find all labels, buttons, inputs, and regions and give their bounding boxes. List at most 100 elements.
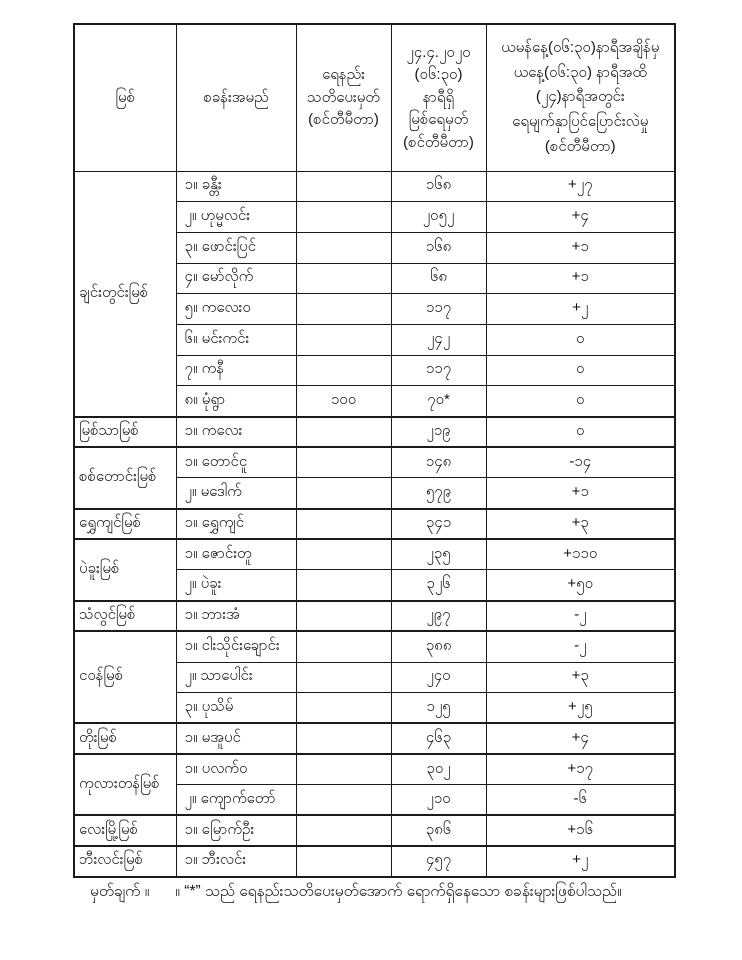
warning-mark-cell: ၁၀၀ bbox=[295, 385, 392, 417]
river-name-cell: မြစ်သာမြစ် bbox=[73, 415, 177, 448]
column-header-water-level: ၂၄.၄.၂၀၂၀ (၀၆:၃၀) နာရီရှိ မြစ်ရေမှတ် (စင… bbox=[390, 23, 487, 172]
warning-mark-cell bbox=[295, 170, 392, 203]
table-row: ၅။ ကလေးဝ ၁၁၇ +၂ bbox=[74, 293, 676, 325]
station-cell: ၁။ ပလက်ဝ bbox=[175, 753, 297, 786]
water-level-cell: ၁၂၅ bbox=[390, 692, 487, 724]
table-row: ၂။ ပဲခူး ၃၂၆ +၅၀ bbox=[74, 569, 676, 602]
warning-mark-cell bbox=[295, 661, 392, 694]
header-row: မြစ် စခန်းအမည် ရေနည်း သတိပေးမှတ် (စင်တီမ… bbox=[73, 23, 676, 172]
table-row: ၃။ ပုသိမ် ၁၂၅ +၂၅ bbox=[74, 692, 676, 724]
water-level-cell: ၄၅၇ bbox=[390, 845, 487, 878]
change-cell: -၂ bbox=[485, 599, 676, 632]
table-row: သံလွင်မြစ် ၁။ ဘားအံ ၂၉၇ -၂ bbox=[73, 599, 676, 632]
change-cell: +၂၅ bbox=[485, 692, 676, 724]
river-water-level-table: မြစ် စခန်းအမည် ရေနည်း သတိပေးမှတ် (စင်တီမ… bbox=[73, 23, 676, 878]
water-level-cell: ၇၀* bbox=[390, 385, 487, 417]
warning-mark-cell bbox=[295, 814, 392, 847]
warning-mark-cell bbox=[295, 722, 392, 755]
warning-mark-cell bbox=[295, 231, 392, 264]
river-name-cell: ရွှေကျင်မြစ် bbox=[73, 507, 177, 540]
station-cell: ၁။ ဇောင်းတူ bbox=[175, 538, 297, 571]
station-cell: ၂။ ပဲခူး bbox=[175, 569, 297, 602]
river-name-cell: ကုလားတန်မြစ် bbox=[73, 753, 177, 816]
water-level-cell: ၆၈ bbox=[390, 262, 487, 295]
table-row: မြစ်သာမြစ် ၁။ ကလေး ၂၁၉ ၀ bbox=[73, 415, 676, 448]
change-cell: -၁၄ bbox=[485, 446, 676, 479]
footnote: မှတ်ချက် ။ ။ “*” သည် ရေနည်းသတိပေးမှတ်အောက… bbox=[90, 881, 690, 904]
table-row: လေးမြို့မြစ် ၁။ မြောက်ဦး ၃၈၆ +၁၆ bbox=[73, 814, 676, 847]
water-level-cell: ၂၄၀ bbox=[390, 661, 487, 694]
river-name-cell: ဘီးလင်းမြစ် bbox=[73, 845, 177, 878]
warning-mark-cell bbox=[295, 262, 392, 295]
table-row: ၄။ မော်လိုက် ၆၈ +၁ bbox=[74, 262, 676, 295]
river-name-cell: သံလွင်မြစ် bbox=[73, 599, 177, 632]
warning-mark-cell bbox=[295, 446, 392, 479]
river-name-cell: တိုးမြစ် bbox=[73, 722, 177, 755]
river-name-cell: ပဲခူးမြစ် bbox=[73, 538, 177, 602]
water-level-cell: ၂၃၅ bbox=[390, 538, 487, 571]
station-cell: ၂။ ကျောက်တော် bbox=[175, 784, 297, 816]
table-row: ၇။ ကနီ ၁၁၇ ၀ bbox=[74, 354, 676, 387]
table-row: ၂။ မဒေါက် ၅၇၉ +၁ bbox=[74, 477, 676, 510]
water-level-cell: ၃၄၁ bbox=[390, 507, 487, 540]
column-header-station: စခန်းအမည် bbox=[175, 23, 297, 172]
water-level-cell: ၁၄၈ bbox=[390, 446, 487, 479]
change-cell: +၁၁၀ bbox=[485, 538, 676, 571]
station-cell: ၄။ မော်လိုက် bbox=[175, 262, 297, 295]
column-header-low-water-warning: ရေနည်း သတိပေးမှတ် (စင်တီမီတာ) bbox=[295, 23, 392, 172]
table-row: ၆။ မင်းကင်း ၂၄၂ ၀ bbox=[74, 323, 676, 356]
warning-mark-cell bbox=[295, 201, 392, 233]
table-row: ပဲခူးမြစ် ၁။ ဇောင်းတူ ၂၃၅ +၁၁၀ bbox=[73, 538, 676, 602]
river-name-cell: စစ်တောင်းမြစ် bbox=[73, 446, 177, 510]
column-header-river: မြစ် bbox=[73, 23, 177, 172]
change-cell: +၅၀ bbox=[485, 569, 676, 602]
station-cell: ၇။ ကနီ bbox=[175, 354, 297, 387]
change-cell: ၀ bbox=[485, 354, 676, 387]
footnote-label: မှတ်ချက် ။ bbox=[90, 883, 150, 900]
change-cell: +၁၆ bbox=[485, 814, 676, 847]
water-level-cell: ၁၆၈ bbox=[390, 170, 487, 203]
water-level-cell: ၁၁၇ bbox=[390, 354, 487, 387]
change-cell: +၁၇ bbox=[485, 753, 676, 786]
station-cell: ၂။ မဒေါက် bbox=[175, 477, 297, 510]
warning-mark-cell bbox=[295, 692, 392, 724]
table-row: ၂။ သာပေါင်း ၂၄၀ +၃ bbox=[74, 661, 676, 694]
water-level-cell: ၃၂၆ bbox=[390, 569, 487, 602]
change-cell: -၂ bbox=[485, 630, 676, 663]
warning-mark-cell bbox=[295, 753, 392, 786]
table-row: ဘီးလင်းမြစ် ၁။ ဘီးလင်း ၄၅၇ +၂ bbox=[73, 845, 676, 878]
warning-mark-cell bbox=[295, 323, 392, 356]
warning-mark-cell bbox=[295, 293, 392, 325]
water-level-cell: ၃၀၂ bbox=[390, 753, 487, 786]
change-cell: +၄ bbox=[485, 201, 676, 233]
table-row: ကုလားတန်မြစ် ၁။ ပလက်ဝ ၃၀၂ +၁၇ bbox=[73, 753, 676, 816]
water-level-cell: ၂၁၀ bbox=[390, 784, 487, 816]
river-name-cell: ချင်းတွင်းမြစ် bbox=[73, 170, 177, 417]
warning-mark-cell bbox=[295, 784, 392, 816]
change-cell: ၀ bbox=[485, 323, 676, 356]
water-level-cell: ၁၁၇ bbox=[390, 293, 487, 325]
table-row: ၂။ ကျောက်တော် ၂၁၀ -၆ bbox=[74, 784, 676, 816]
table-row: တိုးမြစ် ၁။ မအူပင် ၄၆၃ +၄ bbox=[73, 722, 676, 755]
warning-mark-cell bbox=[295, 569, 392, 602]
table-row: ရွှေကျင်မြစ် ၁။ ရွှေကျင် ၃၄၁ +၃ bbox=[73, 507, 676, 540]
table-row: ၈။ မုံရွာ ၁၀၀ ၇၀* ၀ bbox=[74, 385, 676, 417]
change-cell: ၀ bbox=[485, 415, 676, 448]
footnote-text: ။ “*” သည် ရေနည်းသတိပေးမှတ်အောက် ရောက်ရှိ… bbox=[175, 883, 622, 900]
station-cell: ၁။ ရွှေကျင် bbox=[175, 507, 297, 540]
station-cell: ၁။ ငါးသိုင်းချောင်း bbox=[175, 630, 297, 663]
station-cell: ၁။ မအူပင် bbox=[175, 722, 297, 755]
warning-mark-cell bbox=[295, 630, 392, 663]
station-cell: ၆။ မင်းကင်း bbox=[175, 323, 297, 356]
water-level-cell: ၂၁၉ bbox=[390, 415, 487, 448]
change-cell: +၄ bbox=[485, 722, 676, 755]
change-cell: +၁ bbox=[485, 262, 676, 295]
water-level-cell: ၃၈၆ bbox=[390, 814, 487, 847]
warning-mark-cell bbox=[295, 354, 392, 387]
change-cell: ၀ bbox=[485, 385, 676, 417]
water-level-cell: ၂၀၅၂ bbox=[390, 201, 487, 233]
water-level-cell: ၁၆၈ bbox=[390, 231, 487, 264]
station-cell: ၁။ ကလေး bbox=[175, 415, 297, 448]
warning-mark-cell bbox=[295, 538, 392, 571]
